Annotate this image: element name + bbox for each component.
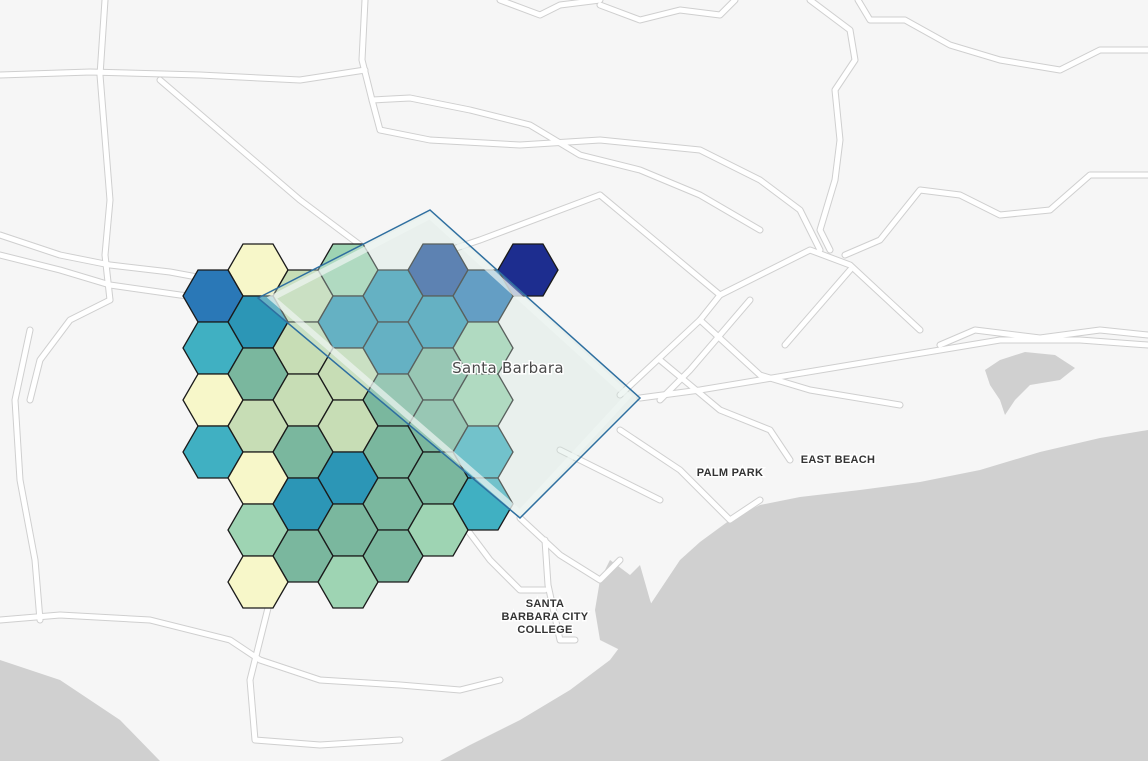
road-casing	[806, 0, 859, 254]
road	[842, 172, 1148, 258]
road	[657, 297, 753, 403]
road	[617, 427, 763, 523]
label-layer: Santa Barbara PALM PARK EAST BEACH SANTA…	[451, 358, 877, 638]
hexbin-layer[interactable]	[182, 243, 559, 609]
coast-west	[0, 660, 160, 761]
road	[0, 67, 368, 83]
poi-label-sbcc-line3: COLLEGE	[517, 624, 572, 636]
road	[937, 327, 1148, 348]
road	[782, 267, 853, 348]
aoi-highlight	[266, 212, 633, 518]
poi-label-palm-park: PALM PARK	[697, 467, 763, 479]
road	[637, 337, 1148, 401]
aoi-outline[interactable]	[256, 209, 642, 520]
road	[497, 0, 603, 18]
lagoon	[985, 352, 1075, 415]
road	[657, 357, 793, 463]
poi-label-east-beach: EAST BEACH	[801, 454, 876, 466]
road-casing	[716, 246, 924, 334]
road	[27, 297, 113, 403]
road-casing	[596, 191, 724, 399]
road	[517, 515, 623, 583]
harbor	[595, 560, 660, 650]
poi-label-sbcc-line2: BARBARA CITY	[502, 611, 589, 623]
road	[597, 192, 723, 398]
road-casing	[516, 514, 624, 584]
road	[12, 327, 43, 623]
water-layer	[0, 352, 1148, 761]
road	[0, 612, 503, 693]
ocean	[440, 430, 1148, 761]
poi-label-sbcc-line1: SANTA	[526, 598, 565, 610]
area-of-interest[interactable]	[256, 209, 642, 520]
road	[807, 0, 858, 253]
road	[157, 77, 363, 248]
road	[855, 0, 1148, 73]
place-label-santa-barbara: Santa Barbara	[452, 359, 564, 377]
road	[597, 0, 738, 23]
road-casing	[26, 296, 114, 404]
road	[697, 317, 903, 408]
road	[717, 247, 923, 333]
road	[97, 0, 113, 303]
road	[542, 537, 578, 643]
hexbin-cell[interactable]	[227, 555, 289, 609]
road	[557, 447, 663, 503]
road	[369, 95, 763, 233]
road	[359, 0, 823, 253]
hexbin-cell[interactable]	[317, 555, 379, 609]
